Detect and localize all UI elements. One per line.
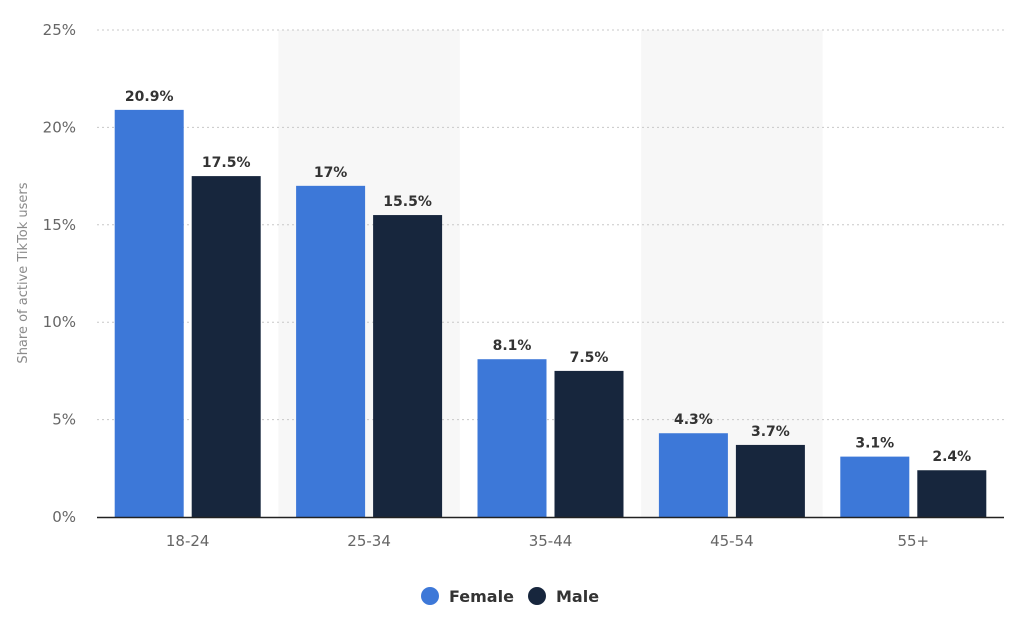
bar-male-55+ (917, 470, 987, 517)
bar-male-45-54 (735, 444, 805, 517)
x-tick-label: 18-24 (166, 532, 210, 550)
data-label: 8.1% (493, 338, 532, 354)
data-label: 4.3% (674, 412, 713, 428)
x-tick-label: 25-34 (347, 532, 391, 550)
data-labels: 20.9% 17.5% 17% 15.5% 8.1% 7.5% 4.3% 3.7% 3.1% 2.… (125, 89, 971, 465)
x-tick-label: 55+ (897, 532, 929, 550)
bar-female-25-34 (296, 185, 366, 517)
legend-marker (421, 587, 439, 605)
bar-male-35-44 (554, 370, 624, 517)
legend-marker (528, 587, 546, 605)
y-tick-label: 10% (43, 313, 76, 331)
bar-female-35-44 (477, 359, 547, 517)
x-tick-label: 35-44 (529, 532, 573, 550)
bar-female-18-24 (114, 109, 184, 518)
x-axis-ticks: 18-24 25-34 35-44 45-54 55+ (166, 532, 929, 550)
x-tick-label: 45-54 (710, 532, 754, 550)
y-axis-title: Share of active TikTok users (16, 182, 31, 363)
data-label: 17% (314, 165, 348, 181)
data-label: 7.5% (570, 350, 609, 366)
legend-item-female[interactable]: Female (421, 587, 514, 606)
legend-item-male[interactable]: Male (528, 587, 599, 606)
y-tick-label: 5% (52, 411, 76, 429)
data-label: 2.4% (932, 449, 971, 465)
data-label: 3.1% (855, 436, 894, 452)
y-tick-label: 15% (43, 216, 76, 234)
data-label: 3.7% (751, 424, 790, 440)
y-tick-label: 25% (43, 21, 76, 39)
data-label: 20.9% (125, 89, 174, 105)
y-axis-ticks: 0% 5% 10% 15% 20% 25% (43, 21, 76, 526)
bar-male-18-24 (191, 176, 261, 517)
bars (114, 109, 987, 518)
y-tick-label: 20% (43, 118, 76, 136)
y-tick-label: 0% (52, 508, 76, 526)
bar-female-55+ (840, 456, 910, 517)
legend-label: Male (556, 587, 599, 606)
data-label: 15.5% (383, 194, 432, 210)
bar-female-45-54 (658, 433, 728, 517)
bar-male-25-34 (373, 215, 443, 517)
legend-label: Female (449, 587, 514, 606)
legend[interactable]: Female Male (421, 587, 599, 606)
data-label: 17.5% (202, 155, 251, 171)
